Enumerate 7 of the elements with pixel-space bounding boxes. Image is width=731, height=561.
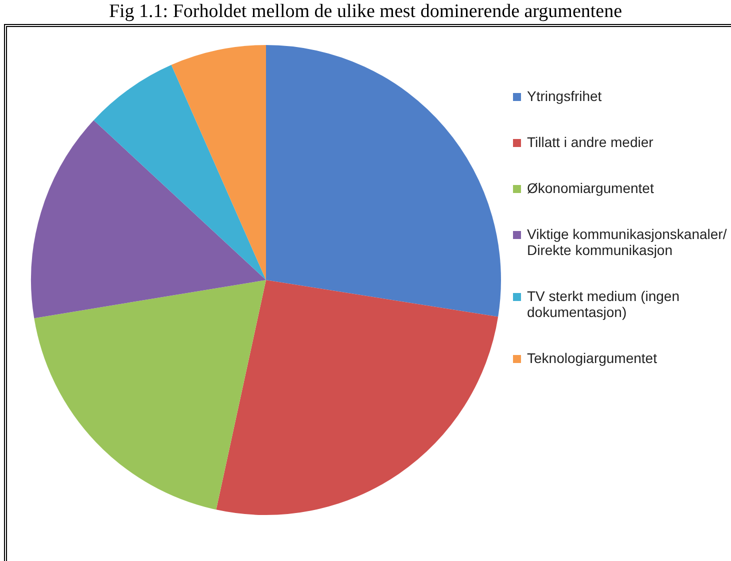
legend-label: Tillatt i andre medier xyxy=(527,134,654,150)
legend-label: Økonomiargumentet xyxy=(527,180,654,196)
chart-title: Fig 1.1: Forholdet mellom de ulike mest dominerende argumentene xyxy=(108,0,624,24)
legend-label: TV sterkt medium (ingen dokumentasjon) xyxy=(527,288,680,320)
legend-label: Viktige kommunikasjonskanaler/ Direkte kommunikasjon xyxy=(527,226,728,258)
legend-label: Ytringsfrihet xyxy=(527,88,602,104)
legend-label: Teknologiargumentet xyxy=(527,350,657,366)
